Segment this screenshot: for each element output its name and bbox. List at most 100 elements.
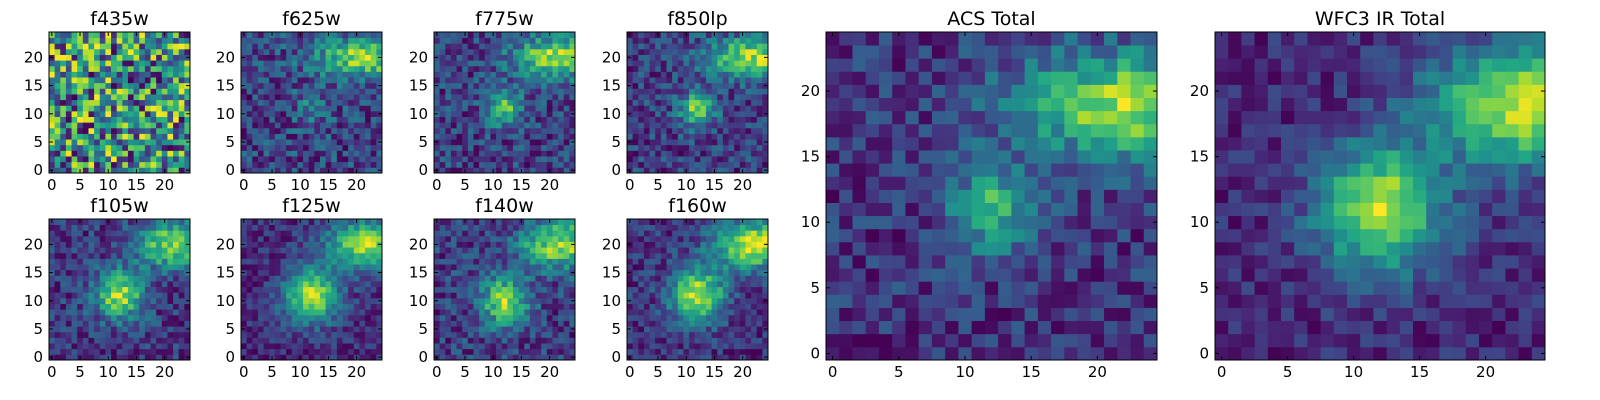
heatmap-cell (484, 54, 491, 61)
heatmap-cell (319, 275, 326, 282)
heatmap-cell (541, 65, 548, 72)
heatmap-cell (677, 110, 684, 117)
heatmap-cell (563, 230, 570, 237)
heatmap-cell (643, 161, 650, 168)
heatmap-cell (518, 292, 525, 299)
heatmap-cell (569, 48, 576, 55)
heatmap-cell (370, 156, 377, 163)
heatmap-cell (331, 127, 338, 134)
heatmap-cell (359, 133, 366, 140)
heatmap-cell (105, 48, 112, 55)
heatmap-cell (342, 139, 349, 146)
heatmap-cell (269, 60, 276, 67)
heatmap-cell (178, 37, 185, 44)
heatmap-cell (111, 37, 118, 44)
heatmap-cell (241, 264, 248, 271)
heatmap-cell (501, 77, 508, 84)
heatmap-cell (353, 60, 360, 67)
heatmap-cell (450, 331, 457, 338)
heatmap-cell (456, 127, 463, 134)
heatmap-cell (496, 230, 503, 237)
heatmap-cell (479, 331, 486, 338)
heatmap-cell (303, 122, 310, 129)
heatmap-cell (319, 292, 326, 299)
heatmap-cell (467, 281, 474, 288)
heatmap-cell (546, 110, 553, 117)
heatmap-cell (49, 48, 56, 55)
heatmap-cell (479, 286, 486, 293)
heatmap-cell (122, 133, 129, 140)
heatmap-cell (700, 348, 707, 355)
heatmap-cell (456, 230, 463, 237)
heatmap-cell (71, 37, 78, 44)
heatmap-cell (263, 110, 270, 117)
heatmap-cell (518, 156, 525, 163)
heatmap-cell (252, 60, 259, 67)
heatmap-cell (303, 60, 310, 67)
heatmap-cell (178, 247, 185, 254)
heatmap-cell (745, 314, 752, 321)
heatmap-cell (133, 258, 140, 265)
heatmap-cell (473, 156, 480, 163)
heatmap-cell (558, 156, 565, 163)
heatmap-cell (643, 122, 650, 129)
heatmap-cell (122, 252, 129, 259)
heatmap-cell (331, 292, 338, 299)
heatmap-cell (739, 88, 746, 95)
heatmap-cell (348, 252, 355, 259)
heatmap-cell (728, 43, 735, 50)
heatmap-cell (297, 116, 304, 123)
y-tick-label: 20 (409, 235, 428, 253)
heatmap-cell (139, 286, 146, 293)
heatmap-cell (94, 161, 101, 168)
heatmap-cell (762, 309, 769, 316)
heatmap-cell (734, 303, 741, 310)
heatmap-cell (173, 48, 180, 55)
heatmap-cell (122, 247, 129, 254)
heatmap-cell (462, 309, 469, 316)
heatmap-cell (297, 133, 304, 140)
heatmap-cell (434, 60, 441, 67)
heatmap-cell (353, 127, 360, 134)
heatmap-cell (111, 219, 118, 226)
heatmap-cell (122, 219, 129, 226)
x-tick-label: 5 (653, 176, 663, 194)
heatmap-cell (353, 105, 360, 112)
heatmap-cell (638, 77, 645, 84)
heatmap-cell (263, 275, 270, 282)
heatmap-cell (558, 241, 565, 248)
heatmap-cell (450, 264, 457, 271)
heatmap-cell (529, 43, 536, 50)
heatmap-cell (677, 94, 684, 101)
heatmap-cell (359, 167, 366, 174)
heatmap-cell (563, 77, 570, 84)
heatmap-cell (728, 60, 735, 67)
heatmap-cell (456, 235, 463, 242)
heatmap-cell (144, 150, 151, 157)
heatmap-cell (348, 235, 355, 242)
heatmap-cell (263, 281, 270, 288)
heatmap-cell (280, 281, 287, 288)
heatmap-cell (507, 224, 514, 231)
y-tick-label: 5 (33, 133, 43, 151)
heatmap-cell (717, 314, 724, 321)
heatmap-cell (65, 331, 72, 338)
heatmap-cell (439, 139, 446, 146)
heatmap-cell (342, 156, 349, 163)
heatmap-cell (484, 219, 491, 226)
heatmap-cell (274, 224, 281, 231)
heatmap-cell (94, 54, 101, 61)
heatmap-cell (122, 127, 129, 134)
heatmap-cell (558, 122, 565, 129)
heatmap-cell (269, 43, 276, 50)
heatmap-cell (167, 292, 174, 299)
heatmap-cell (541, 286, 548, 293)
heatmap-cell (632, 343, 639, 350)
heatmap-cell (434, 77, 441, 84)
heatmap-cell (133, 54, 140, 61)
heatmap-cell (496, 161, 503, 168)
heatmap-cell (105, 43, 112, 50)
heatmap-cell (314, 337, 321, 344)
heatmap-cell (133, 348, 140, 355)
heatmap-cell (705, 43, 712, 50)
